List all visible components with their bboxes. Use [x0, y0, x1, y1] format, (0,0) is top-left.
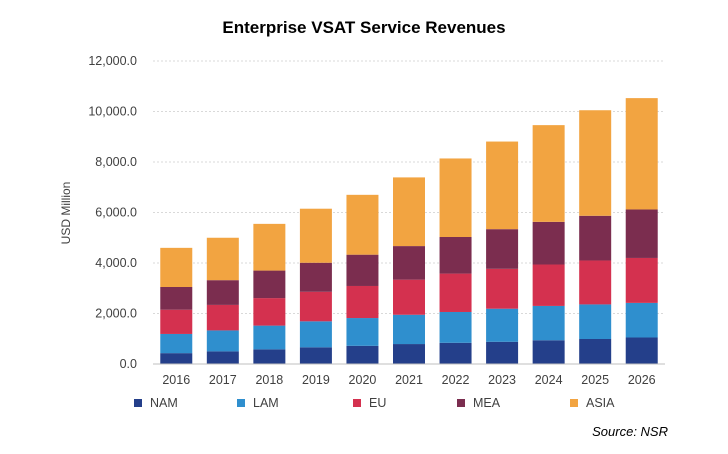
bar-segment-eu-2017 — [206, 304, 239, 331]
legend-label: LAM — [253, 396, 279, 410]
bar-segment-nam-2017 — [206, 351, 239, 364]
x-tick-label: 2018 — [255, 373, 283, 387]
legend: NAM LAM EU MEA ASIA — [0, 396, 728, 416]
bar-segment-asia-2020 — [346, 194, 379, 255]
bar-segment-nam-2026 — [625, 337, 658, 364]
bar-segment-nam-2025 — [579, 339, 612, 364]
y-tick-label: 2,000.0 — [95, 307, 137, 321]
bar-segment-asia-2017 — [206, 237, 239, 281]
bar-segment-eu-2024 — [532, 264, 565, 306]
bar-segment-nam-2020 — [346, 345, 379, 364]
y-axis-label: USD Million — [59, 182, 73, 245]
legend-label: MEA — [473, 396, 501, 410]
bar-segment-asia-2022 — [439, 158, 472, 237]
bar-segment-nam-2023 — [486, 341, 519, 364]
bar-segment-asia-2021 — [393, 177, 425, 247]
bar-segment-eu-2021 — [393, 279, 425, 315]
bar-segment-lam-2018 — [253, 325, 286, 350]
bar-segment-mea-2022 — [439, 236, 472, 274]
legend-swatch — [237, 399, 245, 407]
bar-segment-mea-2024 — [532, 221, 565, 265]
x-tick-label: 2019 — [302, 373, 330, 387]
bar-segment-asia-2023 — [486, 141, 519, 230]
legend-item-nam: NAM — [134, 396, 178, 410]
legend-label: EU — [369, 396, 387, 410]
bar-segment-lam-2017 — [206, 330, 239, 352]
bar-segment-lam-2025 — [579, 304, 612, 340]
bar-segment-asia-2026 — [625, 98, 658, 210]
x-tick-label: 2025 — [581, 373, 609, 387]
bar-segment-nam-2024 — [532, 340, 565, 364]
source-note: Source: NSR — [592, 424, 668, 439]
bar-segment-eu-2019 — [299, 291, 332, 322]
bar-segment-asia-2018 — [253, 223, 286, 271]
legend-swatch — [353, 399, 361, 407]
bars — [160, 98, 658, 364]
bar-segment-eu-2026 — [625, 257, 658, 303]
stacked-bar-chart: 0.0 2,000.0 4,000.0 6,000.0 8,000.0 10,000.0 1… — [59, 54, 665, 387]
y-tick-label: 4,000.0 — [95, 256, 137, 270]
y-tick-label: 8,000.0 — [95, 155, 137, 169]
legend-label: ASIA — [586, 396, 615, 410]
bar-segment-mea-2021 — [393, 246, 425, 280]
bar-segment-nam-2018 — [253, 349, 286, 364]
x-tick-label: 2016 — [162, 373, 190, 387]
bar-segment-asia-2024 — [532, 125, 565, 222]
bar-segment-nam-2019 — [299, 347, 332, 364]
legend-item-eu: EU — [353, 396, 386, 410]
bar-segment-mea-2017 — [206, 280, 239, 305]
x-tick-label: 2023 — [488, 373, 516, 387]
bar-segment-mea-2016 — [160, 286, 193, 310]
bar-segment-mea-2026 — [625, 209, 658, 258]
bar-segment-eu-2016 — [160, 309, 193, 334]
bar-segment-lam-2023 — [486, 308, 519, 342]
axis: 0.0 2,000.0 4,000.0 6,000.0 8,000.0 10,000.0 1… — [88, 54, 665, 387]
bar-segment-lam-2022 — [439, 311, 472, 343]
legend-swatch — [457, 399, 465, 407]
bar-segment-mea-2020 — [346, 254, 379, 286]
y-tick-label: 0.0 — [120, 357, 137, 371]
bar-segment-eu-2018 — [253, 298, 286, 326]
bar-segment-asia-2019 — [299, 208, 332, 263]
bar-segment-nam-2016 — [160, 353, 193, 364]
bar-segment-mea-2018 — [253, 270, 286, 299]
bar-segment-eu-2023 — [486, 268, 519, 309]
x-tick-label: 2026 — [628, 373, 656, 387]
x-tick-label: 2024 — [535, 373, 563, 387]
bar-segment-lam-2024 — [532, 305, 565, 341]
x-tick-label: 2021 — [395, 373, 423, 387]
bar-segment-lam-2019 — [299, 321, 332, 348]
x-tick-label: 2017 — [209, 373, 237, 387]
bar-segment-eu-2020 — [346, 285, 379, 319]
legend-swatch — [570, 399, 578, 407]
bar-segment-nam-2022 — [439, 342, 472, 364]
bar-segment-mea-2025 — [579, 215, 612, 261]
chart-title: Enterprise VSAT Service Revenues — [222, 18, 506, 37]
bar-segment-mea-2023 — [486, 229, 519, 269]
legend-item-lam: LAM — [237, 396, 279, 410]
legend-swatch — [134, 399, 142, 407]
bar-segment-asia-2016 — [160, 247, 193, 287]
bar-segment-nam-2021 — [393, 344, 425, 364]
bar-segment-mea-2019 — [299, 262, 332, 292]
y-tick-label: 12,000.0 — [88, 54, 137, 68]
y-tick-label: 6,000.0 — [95, 206, 137, 220]
bar-segment-lam-2016 — [160, 333, 193, 354]
legend-item-asia: ASIA — [570, 396, 615, 410]
legend-label: NAM — [150, 396, 178, 410]
bar-segment-lam-2021 — [393, 314, 425, 345]
x-tick-label: 2022 — [442, 373, 470, 387]
bar-segment-lam-2026 — [625, 302, 658, 338]
x-tick-label: 2020 — [349, 373, 377, 387]
bar-segment-eu-2025 — [579, 260, 612, 305]
bar-segment-eu-2022 — [439, 273, 472, 312]
bar-segment-asia-2025 — [579, 110, 612, 216]
legend-item-mea: MEA — [457, 396, 500, 410]
bar-segment-lam-2020 — [346, 318, 379, 346]
y-tick-label: 10,000.0 — [88, 105, 137, 119]
